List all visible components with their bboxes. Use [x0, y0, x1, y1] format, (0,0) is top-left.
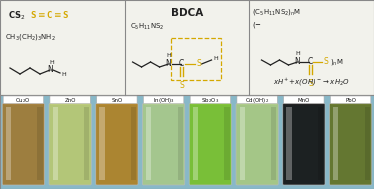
Bar — [178, 106, 183, 180]
FancyBboxPatch shape — [284, 96, 324, 105]
Text: H: H — [50, 60, 54, 65]
Bar — [0, 0, 374, 94]
Text: C: C — [308, 57, 313, 67]
Bar — [146, 106, 151, 180]
Bar — [193, 106, 198, 180]
FancyBboxPatch shape — [49, 104, 91, 185]
Text: SnO: SnO — [111, 98, 123, 103]
Text: ($\mathbf{-}$: ($\mathbf{-}$ — [252, 20, 262, 30]
FancyBboxPatch shape — [236, 104, 278, 185]
Bar — [271, 106, 276, 180]
FancyBboxPatch shape — [50, 96, 90, 105]
Text: BDCA: BDCA — [171, 8, 203, 18]
Text: C$_5$H$_{11}$NS$_2$: C$_5$H$_{11}$NS$_2$ — [129, 22, 164, 32]
FancyBboxPatch shape — [237, 96, 277, 105]
Text: Cd(OH)$_2$: Cd(OH)$_2$ — [245, 96, 269, 105]
Text: S: S — [308, 79, 313, 88]
Text: (C$_5$H$_{11}$NS$_2$)$_n$M: (C$_5$H$_{11}$NS$_2$)$_n$M — [252, 7, 302, 17]
Text: N: N — [47, 66, 53, 74]
Bar — [99, 106, 105, 180]
Text: S: S — [324, 57, 328, 67]
Bar — [286, 106, 292, 180]
Text: Sb$_2$O$_3$: Sb$_2$O$_3$ — [201, 96, 220, 105]
FancyBboxPatch shape — [329, 104, 372, 185]
FancyBboxPatch shape — [142, 104, 185, 185]
Text: ZnO: ZnO — [64, 98, 76, 103]
FancyBboxPatch shape — [331, 96, 371, 105]
Bar — [0, 94, 374, 189]
Bar — [224, 106, 230, 180]
Text: In(OH)$_3$: In(OH)$_3$ — [153, 96, 175, 105]
Text: )$_n$M: )$_n$M — [331, 57, 344, 67]
FancyBboxPatch shape — [144, 96, 184, 105]
Text: PbO: PbO — [345, 98, 356, 103]
Bar — [171, 38, 221, 80]
FancyBboxPatch shape — [190, 96, 230, 105]
Text: S$\equiv$C$\equiv$S: S$\equiv$C$\equiv$S — [30, 9, 70, 20]
Text: xH$^+$+x(OH)$^-$$\rightarrow$xH$_2$O: xH$^+$+x(OH)$^-$$\rightarrow$xH$_2$O — [273, 76, 350, 88]
Bar — [365, 106, 370, 180]
Text: H: H — [61, 71, 66, 77]
Text: N: N — [295, 57, 300, 67]
Text: Cu$_2$O: Cu$_2$O — [15, 96, 31, 105]
Bar — [37, 106, 43, 180]
FancyBboxPatch shape — [97, 96, 137, 105]
Bar — [6, 106, 11, 180]
Bar — [53, 106, 58, 180]
Bar — [318, 106, 323, 180]
Bar — [84, 106, 89, 180]
Text: MnO: MnO — [298, 98, 310, 103]
FancyBboxPatch shape — [189, 104, 232, 185]
Bar — [240, 106, 245, 180]
Text: H: H — [295, 51, 300, 56]
FancyBboxPatch shape — [96, 104, 138, 185]
Text: S: S — [179, 81, 184, 90]
Text: H: H — [214, 57, 218, 61]
FancyBboxPatch shape — [2, 104, 45, 185]
Text: C: C — [179, 60, 184, 68]
Bar — [333, 106, 338, 180]
FancyBboxPatch shape — [283, 104, 325, 185]
Bar — [131, 106, 136, 180]
Text: H: H — [166, 53, 171, 58]
Text: S: S — [197, 60, 201, 68]
FancyBboxPatch shape — [3, 96, 43, 105]
Text: CH$_3$(CH$_2$)$_3$NH$_2$: CH$_3$(CH$_2$)$_3$NH$_2$ — [5, 32, 56, 42]
Text: CS$_2$: CS$_2$ — [8, 9, 25, 22]
Text: N: N — [166, 60, 171, 68]
